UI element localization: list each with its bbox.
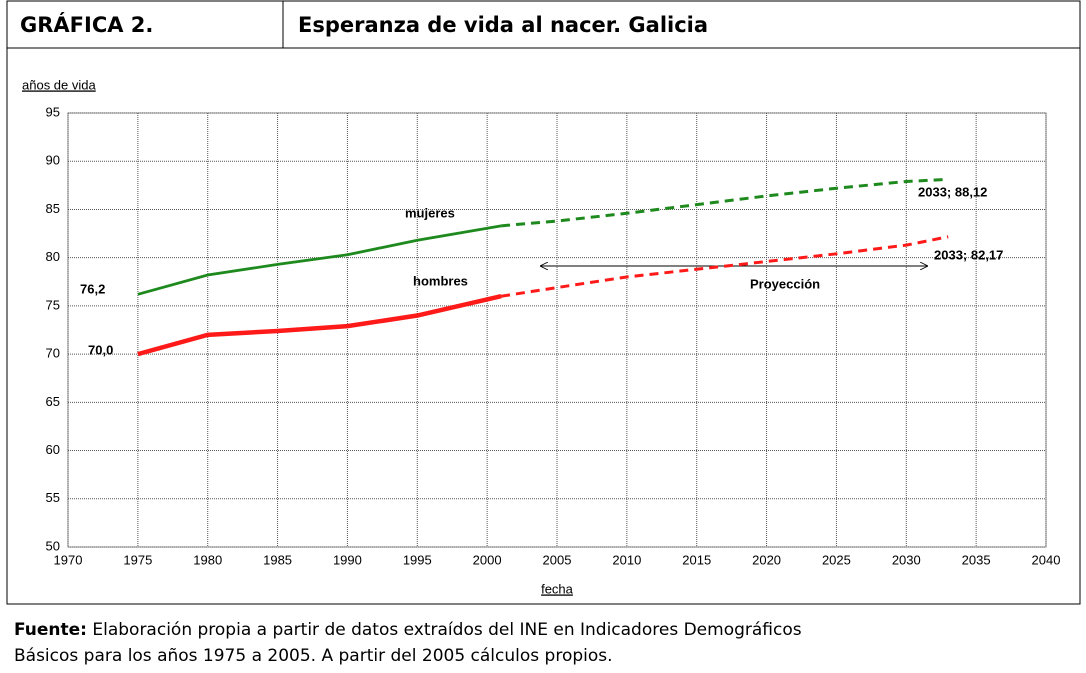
series-label: hombres <box>413 273 468 288</box>
x-tick-label: 2005 <box>543 552 572 567</box>
x-tick-label: 2025 <box>822 552 851 567</box>
x-tick-label: 1985 <box>263 552 292 567</box>
annotation: 2033; 82,17 <box>934 247 1003 262</box>
header-label: GRÁFICA 2. <box>20 12 153 37</box>
y-tick-label: 70 <box>46 346 60 361</box>
x-tick-label: 1990 <box>333 552 362 567</box>
plot: 50 55 60 65 70 75 80 85 90 95 1970 1975 1980 1985 1990… <box>46 104 1061 567</box>
x-tick-label: 1970 <box>54 552 83 567</box>
x-tick-label: 1975 <box>123 552 152 567</box>
annotation: 2033; 88,12 <box>918 184 987 199</box>
y-tick-label: 90 <box>46 153 60 168</box>
series-line <box>137 294 502 357</box>
y-tick-label: 55 <box>46 490 60 505</box>
y-axis-label: años de vida <box>22 77 96 92</box>
footer-text: Fuente: Elaboración propia a partir de d… <box>14 620 802 640</box>
x-tick-label: 1980 <box>193 552 222 567</box>
x-tick-label: 2030 <box>892 552 921 567</box>
x-tick-label: 2000 <box>473 552 502 567</box>
series-line <box>500 177 949 228</box>
y-tick-label: 65 <box>46 394 60 409</box>
y-tick-label: 85 <box>46 201 60 216</box>
y-tick-label: 50 <box>46 538 60 553</box>
x-tick-label: 2040 <box>1032 552 1061 567</box>
header-title: Esperanza de vida al nacer. Galicia <box>298 13 708 37</box>
y-tick-label: 95 <box>46 104 60 119</box>
table-frame <box>6 0 1081 605</box>
x-tick-label: 1995 <box>403 552 432 567</box>
x-tick-label: 2035 <box>962 552 991 567</box>
series-line <box>500 235 949 298</box>
y-tick-label: 80 <box>46 249 60 264</box>
footer-label: Fuente: <box>14 620 87 640</box>
series-label: mujeres <box>405 205 455 220</box>
footer-line: Elaboración propia a partir de datos ext… <box>87 620 802 640</box>
annotation: 76,2 <box>80 281 105 296</box>
series-line <box>137 224 502 296</box>
x-axis-label: fecha <box>541 581 574 596</box>
footer-line: Básicos para los años 1975 a 2005. A par… <box>14 646 613 666</box>
annotation: Proyección <box>750 276 820 291</box>
x-tick-label: 2020 <box>752 552 781 567</box>
y-tick-label: 75 <box>46 297 60 312</box>
x-tick-label: 2015 <box>682 552 711 567</box>
y-tick-label: 60 <box>46 442 60 457</box>
annotation: 70,0 <box>88 342 113 357</box>
x-tick-label: 2010 <box>612 552 641 567</box>
